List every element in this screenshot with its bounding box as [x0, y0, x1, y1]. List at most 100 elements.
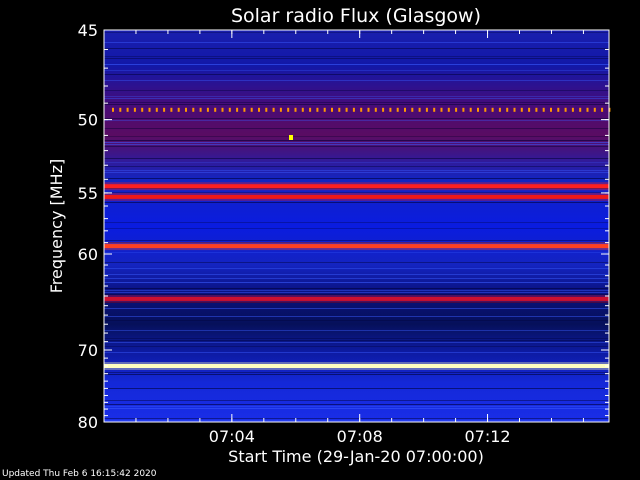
texture-line	[104, 166, 609, 167]
texture-line	[104, 80, 609, 81]
band-dot	[528, 107, 531, 112]
y-tick-label: 55	[78, 184, 98, 203]
texture-line	[104, 408, 609, 409]
texture-line	[104, 170, 609, 171]
band-dot	[243, 107, 246, 112]
band-dot	[389, 107, 392, 112]
band-dot	[185, 107, 187, 112]
texture-line	[104, 316, 609, 317]
texture-line	[104, 294, 609, 295]
y-tick-label: 50	[78, 111, 98, 130]
band-dot	[199, 107, 202, 112]
band-line	[104, 364, 609, 368]
update-timestamp: Updated Thu Feb 6 16:15:42 2020	[2, 469, 157, 479]
band-dot	[542, 107, 545, 112]
texture-line	[104, 288, 609, 289]
texture-line	[104, 70, 609, 71]
texture-line	[104, 252, 609, 253]
band-dot	[236, 107, 239, 112]
texture-line	[104, 228, 609, 229]
texture-line	[104, 128, 609, 129]
texture-line	[104, 420, 609, 421]
band-dot	[133, 107, 136, 112]
band-dot	[309, 107, 312, 112]
band-dot	[440, 107, 443, 112]
texture-line	[104, 118, 609, 119]
band-dot	[506, 107, 509, 112]
texture-line	[104, 372, 609, 373]
texture-line	[104, 158, 609, 159]
band-dot	[119, 107, 122, 112]
band-dot	[345, 107, 348, 112]
y-tick-label: 70	[78, 341, 98, 360]
band-dot	[338, 107, 341, 112]
texture-line	[104, 308, 609, 309]
band-dot	[316, 107, 319, 112]
band-dot	[367, 107, 370, 112]
band-dot	[557, 107, 560, 112]
texture-line	[104, 146, 609, 147]
band-dot	[491, 107, 494, 112]
band-dot	[579, 107, 582, 112]
texture-line	[104, 202, 609, 203]
band-dot	[447, 107, 450, 112]
texture-line	[104, 330, 609, 331]
band-dot	[265, 107, 268, 112]
band-dot	[206, 107, 209, 112]
texture-line	[104, 274, 609, 275]
band-dot	[221, 107, 224, 112]
texture-line	[104, 404, 609, 405]
burst-spot	[289, 135, 293, 140]
band-dot	[601, 107, 604, 112]
texture-line	[104, 388, 609, 389]
band-dot	[258, 107, 260, 112]
marks-layer: 45 50 55 60 70 80 07:04 07:08 07:12	[78, 21, 609, 446]
band-dot	[418, 107, 421, 112]
texture-line	[104, 96, 609, 97]
band-dot	[462, 107, 465, 112]
band-dot	[396, 107, 399, 112]
texture-line	[104, 90, 609, 91]
band-dot	[155, 107, 158, 112]
band-dot	[550, 107, 552, 112]
band-dot	[294, 107, 297, 112]
band-dot	[382, 107, 385, 112]
texture-line	[104, 290, 609, 291]
x-tick-label: 07:12	[464, 427, 510, 446]
band-dot	[331, 107, 333, 112]
texture-line	[104, 56, 609, 57]
band-dot	[477, 107, 479, 112]
band-dot	[301, 107, 304, 112]
band-dot	[433, 107, 436, 112]
texture-line	[104, 302, 609, 303]
texture-line	[104, 346, 609, 347]
band-dot	[360, 107, 363, 112]
band-dot	[425, 107, 428, 112]
x-axis-label: Start Time (29-Jan-20 07:00:00)	[228, 447, 484, 466]
texture-line	[104, 340, 609, 341]
band-dot	[250, 107, 253, 112]
band-dot	[228, 107, 231, 112]
chart-title: Solar radio Flux (Glasgow)	[231, 5, 481, 27]
x-tick-label: 07:04	[209, 427, 255, 446]
texture-line	[104, 58, 609, 59]
band-dot	[564, 107, 567, 112]
texture-line	[104, 102, 609, 103]
band-dot	[520, 107, 523, 112]
texture-line	[104, 64, 609, 65]
texture-line	[104, 104, 609, 105]
band-dot	[272, 107, 275, 112]
band-dot	[411, 107, 414, 112]
band-dot	[593, 107, 596, 112]
texture-line	[104, 172, 609, 173]
bands-layer	[104, 107, 611, 370]
band-dot	[177, 107, 180, 112]
band-dot	[535, 107, 538, 112]
texture-line	[104, 98, 609, 99]
band-dot	[214, 107, 217, 112]
band-dot	[126, 107, 129, 112]
band-dot	[513, 107, 516, 112]
band-line	[104, 194, 609, 199]
